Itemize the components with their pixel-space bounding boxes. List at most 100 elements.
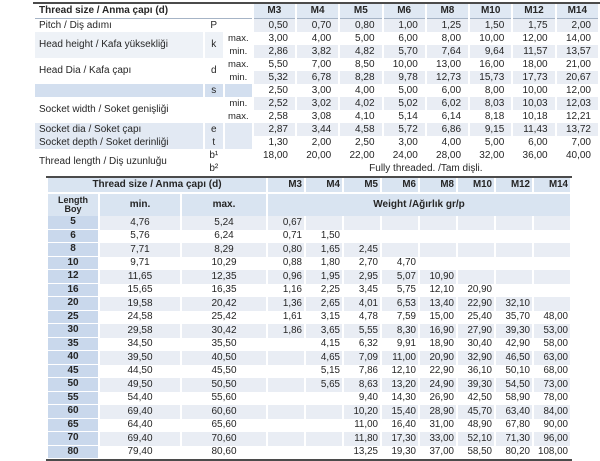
spec-row: Socket dia / Soket çapı e 2,87 3,44 4,58 5,72… — [35, 123, 598, 136]
weight-row: 60 69,40 60,60 10,20 15,40 28,90 45,70 63,40 84,… — [48, 405, 570, 419]
symbol-cell — [205, 97, 223, 123]
symbol-cell: d — [210, 65, 217, 76]
weight-cell: 11,80 — [344, 432, 380, 446]
value-cell: 6,00 — [441, 84, 462, 96]
weight-cell: 39,30 — [496, 324, 532, 338]
symbol-cell: e — [204, 123, 223, 136]
value-cell: 8,50 — [355, 58, 375, 70]
weight-cell: 54,50 — [496, 378, 532, 392]
value-cell: 20,67 — [556, 71, 598, 84]
weight-header-row: Thread size / Anma çapı (d) M3 M4 M5 M6 M8 M1… — [48, 178, 570, 194]
weight-cell: 4,65 — [306, 351, 342, 365]
weight-table: Thread size / Anma çapı (d) M3 M4 M5 M6 M8 M1… — [46, 176, 572, 461]
weight-cell: 2,25 — [320, 284, 340, 296]
weight-cell — [268, 432, 304, 446]
size-header: M12 — [513, 4, 555, 19]
length-cell: 35 — [48, 337, 98, 351]
weight-cell — [268, 405, 304, 419]
value-cell: 5,00 — [398, 84, 418, 96]
weight-cell: 1,36 — [268, 297, 304, 311]
length-cell: 60 — [48, 405, 98, 419]
weight-cell: 5,65 — [306, 378, 342, 392]
weight-cell: 32,90 — [458, 351, 494, 365]
weight-cell — [306, 392, 342, 406]
weight-cell: 48,00 — [543, 311, 568, 323]
weight-cell: 7,09 — [344, 351, 380, 365]
value-cell: 7,00 — [571, 136, 591, 148]
value-cell: 12,73 — [426, 71, 469, 84]
weight-cell: 48,90 — [467, 419, 492, 431]
minmax-cell — [224, 136, 252, 149]
min-cell: 11,65 — [100, 270, 180, 284]
size-header: M4 — [306, 178, 342, 194]
max-cell: 65,60 — [211, 419, 237, 431]
length-cell: 5 — [48, 216, 98, 230]
weight-cell: 2,65 — [306, 297, 342, 311]
value-cell: 2,00 — [556, 19, 598, 32]
weight-row: 65 64,40 65,60 11,00 16,40 31,00 48,90 67,80 90,… — [48, 418, 570, 433]
weight-cell: 71,30 — [496, 432, 532, 446]
value-cell: 7,64 — [426, 45, 469, 58]
weight-cell: 0,96 — [268, 270, 304, 284]
weight-cell: 73,00 — [534, 378, 570, 392]
weight-cell: 25,40 — [467, 311, 492, 323]
spec-row: Socket width / Soket genişliği min. 2,52 3,… — [35, 97, 598, 115]
weight-cell — [268, 419, 304, 433]
value-cell: 4,82 — [340, 45, 382, 58]
length-cell: 65 — [48, 418, 98, 432]
min-cell: 49,50 — [100, 378, 180, 392]
value-cell: 6,02 — [426, 97, 469, 110]
value-cell: 1,50 — [470, 19, 512, 32]
weight-cell: 28,90 — [420, 405, 456, 419]
spec-row: Head height / Kafa yüksekliği k max. 3,00 4,… — [35, 32, 598, 58]
weight-cell: 20,90 — [467, 284, 492, 296]
weight-cell: 6,32 — [358, 338, 378, 350]
dimensions-header-row: Thread size / Anma çapı (d) M3 M4 M5 M6 M8 M1… — [35, 4, 598, 19]
value-cell: 9,15 — [470, 123, 512, 136]
max-cell: 6,24 — [214, 230, 234, 242]
weight-cell: 36,10 — [467, 365, 492, 377]
weight-cell — [306, 405, 342, 419]
weight-cell: 27,90 — [458, 324, 494, 338]
spec-row: Pitch / Diş adımı P 0,50 0,70 0,80 1,00 1,25 1,… — [35, 19, 598, 32]
min-cell: 69,40 — [100, 405, 180, 419]
weight-cell: 90,00 — [543, 419, 568, 431]
weight-cell: 8,63 — [344, 378, 380, 392]
symbol-cell: b¹ — [209, 149, 219, 161]
weight-cell — [268, 392, 304, 406]
spec-row-label: Head height / Kafa yüksekliği — [35, 32, 203, 58]
value-cell: 4,00 — [355, 84, 375, 96]
weight-cell — [496, 216, 532, 230]
value-cell: 5,32 — [253, 71, 295, 84]
weight-cell — [458, 257, 494, 271]
weight-cell: 0,80 — [268, 243, 304, 257]
max-cell: 45,50 — [211, 365, 237, 377]
min-column-header: min. — [100, 194, 180, 216]
weight-cell: 52,10 — [458, 432, 494, 446]
value-cell: 1,25 — [426, 19, 469, 32]
weight-cell: 53,00 — [534, 324, 570, 338]
weight-cell: 11,00 — [354, 419, 378, 431]
value-cell: 5,00 — [484, 136, 505, 148]
value-cell: 10,18 — [522, 110, 548, 122]
weight-cell — [420, 230, 456, 244]
length-cell: 80 — [48, 445, 98, 459]
value-cell: 10,00 — [522, 84, 548, 96]
length-cell: 10 — [48, 256, 98, 270]
weight-cell: 1,95 — [306, 270, 342, 284]
weight-row: 5 4,76 5,24 0,67 — [48, 216, 570, 230]
weight-cell: 3,65 — [306, 324, 342, 338]
value-cell: 5,72 — [383, 123, 425, 136]
weight-cell: 37,00 — [429, 446, 454, 458]
weight-cell: 39,30 — [458, 378, 494, 392]
weight-cell — [306, 419, 342, 433]
spec-row-label — [35, 84, 203, 97]
size-header: M10 — [458, 178, 494, 194]
minmax-cell — [225, 19, 252, 32]
value-cell: 5,02 — [383, 97, 425, 110]
value-cell: 8,00 — [484, 84, 505, 96]
weight-cell — [458, 230, 494, 244]
weight-row: 80 79,40 80,60 13,25 19,30 37,00 58,50 80,20 108… — [48, 445, 570, 459]
weight-cell: 1,86 — [268, 324, 304, 338]
size-header: M10 — [470, 4, 512, 19]
